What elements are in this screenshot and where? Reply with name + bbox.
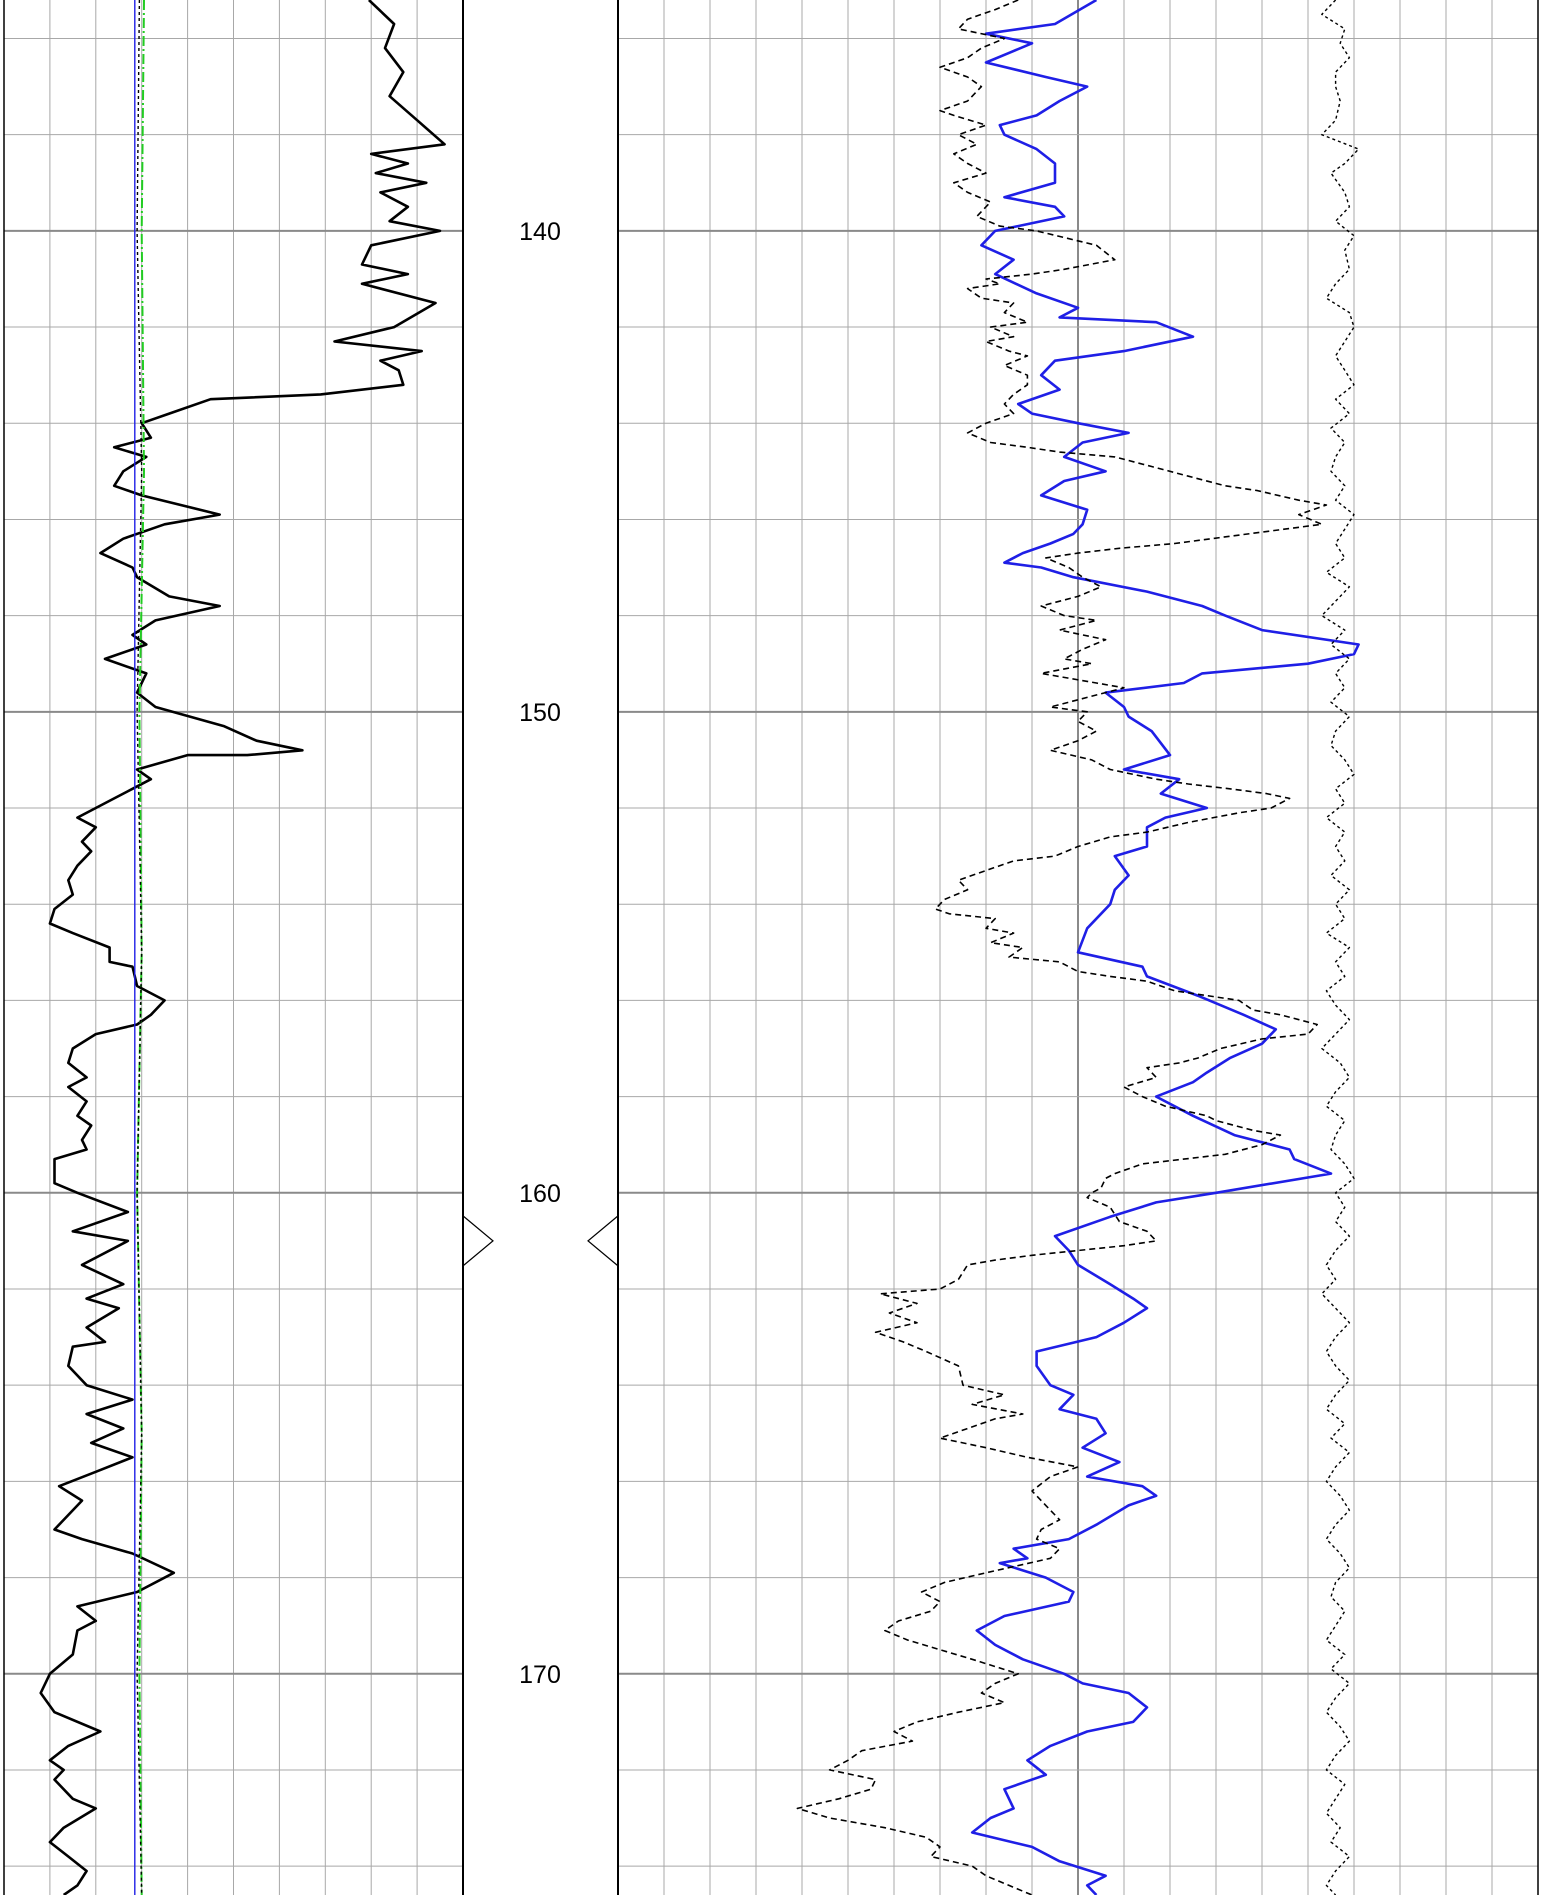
track-2-series-black-dashed-2 bbox=[796, 0, 1328, 1895]
track-1-grid bbox=[4, 0, 463, 1895]
track-2-series-blue-solid-2 bbox=[970, 0, 1360, 1895]
track-2-series-black-dotted-2 bbox=[1321, 0, 1360, 1895]
boundary-marker-left bbox=[462, 1215, 494, 1267]
track-2-curves bbox=[796, 0, 1360, 1895]
track-1-series-green-dashdot bbox=[136, 0, 145, 1895]
depth-tick-label: 140 bbox=[519, 218, 561, 246]
depth-track: 140 150 160 170 bbox=[462, 218, 619, 1689]
track-2-grid bbox=[618, 0, 1538, 1895]
track-1-curves bbox=[39, 0, 446, 1895]
depth-tick-label: 170 bbox=[519, 1661, 561, 1689]
track-borders bbox=[3, 0, 1539, 1895]
depth-tick-label: 160 bbox=[519, 1180, 561, 1208]
boundary-marker-right bbox=[587, 1215, 619, 1267]
depth-tick-label: 150 bbox=[519, 699, 561, 727]
track-1-series-black-solid bbox=[39, 0, 446, 1895]
